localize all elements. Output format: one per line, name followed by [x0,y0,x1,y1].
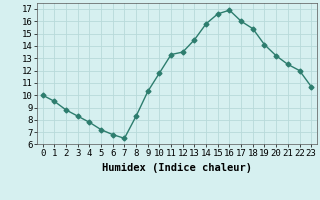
X-axis label: Humidex (Indice chaleur): Humidex (Indice chaleur) [102,163,252,173]
